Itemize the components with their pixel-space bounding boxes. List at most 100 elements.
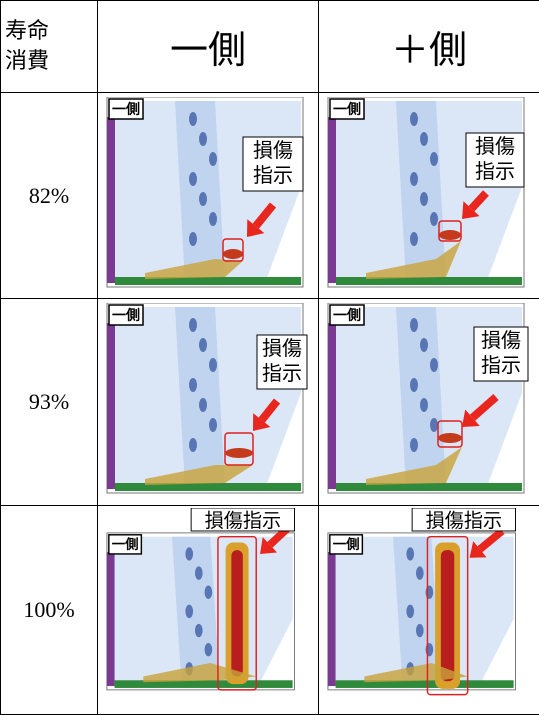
scan-blob — [430, 418, 438, 432]
scan-blob — [204, 585, 213, 599]
scan-blob — [199, 192, 207, 206]
scan-blob — [420, 132, 428, 146]
scale-bar — [327, 552, 336, 687]
side-tag: 一側 — [333, 536, 360, 553]
note-text: 損傷指示 — [205, 509, 282, 532]
scan-blob — [189, 172, 197, 186]
scale-bar — [328, 323, 336, 489]
scan-blob — [209, 212, 217, 226]
scan-blob — [430, 358, 438, 372]
header-cell: 寿命 消費 — [0, 0, 98, 93]
side-tag-box — [329, 534, 364, 555]
scan-blob — [420, 398, 428, 412]
arrow-head — [260, 537, 278, 554]
note-box — [190, 508, 295, 532]
scan-blob — [209, 152, 217, 166]
scale-bar-bottom — [114, 680, 293, 688]
arrow-head — [253, 413, 271, 431]
header-text: 一側 — [169, 28, 246, 72]
arrow-shaft — [258, 398, 281, 423]
scan-blob — [194, 623, 203, 638]
note-text: 損傷 — [481, 328, 521, 352]
note-text: 指示 — [481, 353, 521, 377]
scan-blob — [420, 338, 428, 352]
arrow-shaft — [267, 526, 290, 548]
scan-blob — [410, 112, 418, 126]
scan-blob — [199, 398, 207, 412]
life-consumption: 82% — [28, 182, 70, 208]
damage-box — [217, 535, 257, 691]
image-cell: 一側損傷指示 — [97, 92, 319, 299]
header-text: ＋側 — [390, 28, 467, 72]
scale-bar-bottom — [115, 483, 301, 491]
scan-blob — [199, 132, 207, 146]
scale-bar-bottom — [335, 680, 514, 688]
note-box — [465, 132, 525, 188]
scan-blob — [185, 547, 194, 561]
life-consumption: 93% — [28, 389, 70, 414]
indication-core — [440, 550, 455, 682]
scale-bar-bottom — [336, 277, 522, 285]
scan-blob — [430, 152, 438, 166]
header-cell: 一側 — [97, 0, 319, 93]
note-text: 損傷 — [253, 138, 293, 162]
side-tag-box — [329, 304, 365, 326]
image-cell: 一側損傷指示 — [318, 505, 539, 715]
indication-core — [231, 550, 243, 677]
scan-blob — [189, 318, 197, 332]
row-label-cell: 93% — [0, 298, 98, 506]
side-tag: 一側 — [333, 307, 361, 324]
arrow-shaft — [252, 202, 277, 229]
scan-figure: 一側 損傷指示 — [106, 508, 295, 691]
scan-blob — [189, 438, 197, 452]
arrow-shaft — [477, 528, 505, 553]
bottom-echo — [364, 663, 468, 683]
scale-bar — [106, 552, 115, 687]
side-tag: 一側 — [112, 307, 140, 324]
scan-blob — [410, 172, 418, 186]
scan-blob — [425, 642, 434, 657]
bottom-echo — [366, 447, 462, 485]
damage-box — [437, 420, 463, 448]
side-tag-box — [329, 98, 365, 120]
side-tag: 一側 — [333, 101, 361, 118]
note-box — [411, 508, 516, 532]
note-box — [473, 326, 529, 382]
scan-blob — [430, 212, 438, 226]
note-box — [242, 136, 304, 192]
row-label-cell: 82% — [0, 92, 98, 299]
bottom-echo — [366, 241, 461, 279]
indication — [225, 448, 253, 458]
scan-blob — [406, 547, 415, 561]
scan-blob — [410, 378, 418, 392]
scan-blob — [189, 232, 197, 246]
scan-blob — [415, 623, 424, 638]
note-text: 指示 — [262, 361, 302, 385]
arrow-head — [462, 201, 480, 219]
arrow-head — [247, 219, 265, 237]
scan-band — [175, 307, 225, 489]
note-text: 指示 — [253, 163, 293, 187]
side-tag-box — [108, 98, 144, 120]
note-text: 損傷 — [262, 336, 302, 360]
bottom-echo — [145, 259, 243, 279]
scan-band — [396, 101, 446, 283]
side-tag: 一側 — [112, 536, 139, 553]
arrow-shaft — [469, 394, 499, 421]
header-text: 寿命 — [5, 18, 50, 44]
image-cell: 一側損傷指示 — [318, 298, 539, 506]
scan-blob — [209, 418, 217, 432]
arrow-head — [462, 409, 480, 427]
damage-box — [224, 432, 254, 466]
scale-bar-bottom — [115, 277, 301, 285]
scan-blob — [209, 358, 217, 372]
damage-box — [222, 238, 244, 262]
